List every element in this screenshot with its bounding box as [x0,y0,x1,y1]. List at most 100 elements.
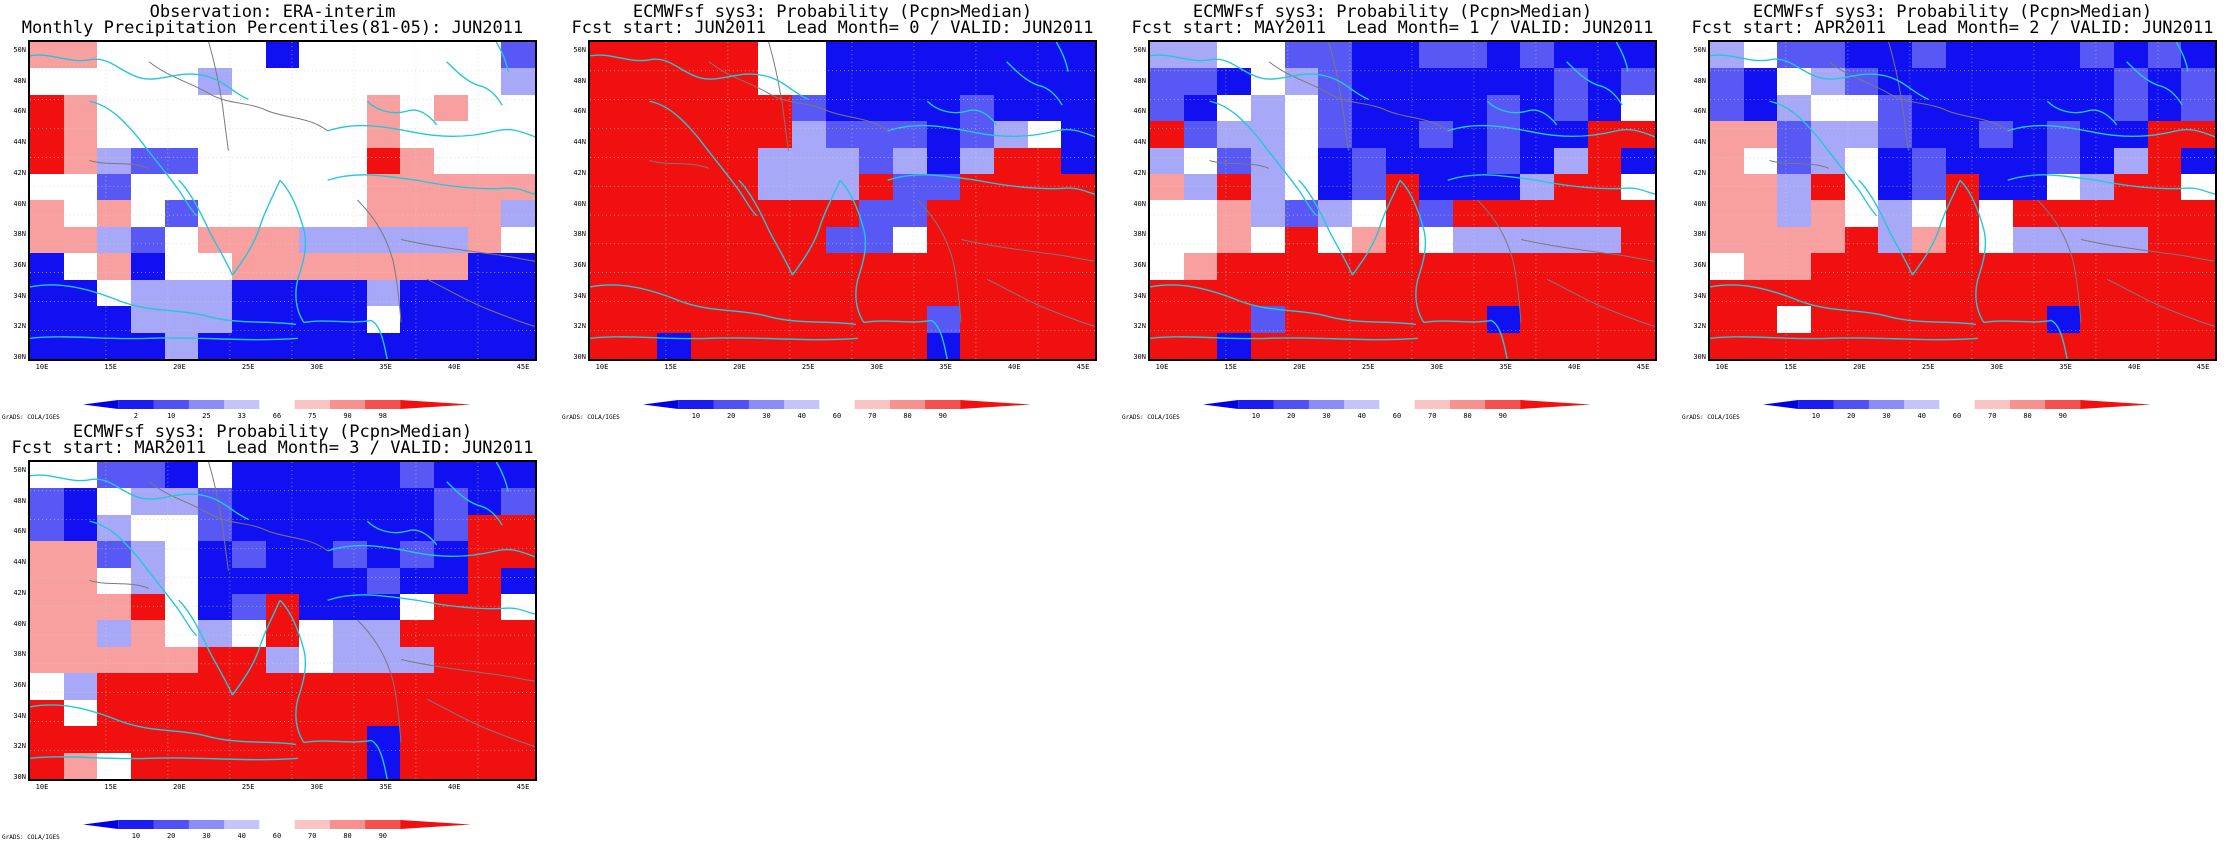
coastline [590,54,809,100]
grid-cell [1520,42,1554,69]
grid-cell [1554,121,1588,148]
longitude-label: 30E [310,363,324,371]
grid-cell [400,752,434,779]
grid-cell [198,620,232,647]
grid-cell [1453,147,1487,175]
grid-cell [164,147,199,175]
longitude-label: 35E [939,363,952,371]
grid-cell [30,226,64,254]
longitude-label: 10E [35,363,49,371]
grid-cell [1284,332,1319,359]
longitude-label: 45E [516,363,530,371]
coastline [89,520,198,637]
grid-cell [232,462,266,489]
grid-cell [859,332,893,359]
grid-cell [1811,226,1845,254]
latitude-label: 44N [1693,138,1706,147]
grid-cell [198,42,232,69]
grid-cell [366,42,401,69]
longitude-label: 15E [104,783,118,791]
grid-cell [1743,121,1778,148]
grid-cell [467,94,502,122]
colorbar-segment [224,400,260,409]
colorbar-segment [1308,400,1345,409]
grid-cell [1284,94,1319,122]
grid-cell [30,673,64,700]
grid-cell [1453,174,1487,201]
grid-cell [366,514,401,542]
colorbar-arrow-low [643,400,679,409]
colorbar-segment [1273,400,1310,409]
grid-cell [994,253,1028,280]
grid-cell [366,594,401,621]
panel-title: ECMWFsf sys3: Probability (Pcpn>Median) [1192,2,1593,22]
grid-cell [467,752,502,779]
grid-cell [299,306,333,333]
grid-cell [1621,306,1655,333]
grads-credit: GrADS: COLA/IGES [2,414,60,421]
grid-cell [501,673,535,700]
latitude-label: 42N [13,168,26,177]
grid-cell [657,121,691,148]
grid-cell [1027,94,1062,122]
country-border [89,580,150,589]
grid-cell [366,488,401,515]
grid-cell [960,279,994,307]
country-border [267,110,328,132]
grid-cell [501,200,535,227]
grid-cell [467,594,502,621]
grid-cell [333,514,367,542]
grid-cell [97,567,131,595]
grid-cell [198,646,232,674]
grid-cell [299,253,333,280]
coastline [839,179,867,323]
grid-cell [1486,68,1521,95]
grid-cell [1878,200,1912,227]
coastline [1150,54,1369,100]
grid-cell [1352,174,1386,201]
colorbar-label: 2 [133,412,139,420]
grid-cell [1352,332,1386,359]
grid-cell [1453,200,1487,227]
grid-cell [265,620,300,647]
longitude-label: 25E [241,783,255,791]
grid-cell [400,306,434,333]
grid-cell [1419,306,1453,333]
longitude-label: 30E [870,363,884,371]
colorbar-label: 10 [691,412,701,420]
grid-cell [1251,174,1285,201]
grid-cell [825,332,860,359]
grid-cell [30,253,64,280]
grid-cell [131,253,165,280]
panel-title: ECMWFsf sys3: Probability (Pcpn>Median) [1752,2,2153,22]
country-border [960,239,1095,262]
colorbar-segment [259,820,296,829]
coastline [327,594,535,615]
grid-cell [164,567,199,595]
colorbar-segment [294,400,331,409]
grid-cell [2147,279,2182,307]
panel-title: ECMWFsf sys3: Probability (Pcpn>Median) [632,2,1033,22]
grid-cell [131,147,165,175]
grid-cell [1027,306,1062,333]
longitude-label: 15E [104,363,118,371]
grid-cell [1318,200,1352,227]
grid-cell [1027,42,1062,69]
grid-cell [63,42,98,69]
grid-cell [97,462,131,489]
colorbar-label: 40 [237,832,246,840]
coastline-overlay [30,462,535,779]
grid-cell [299,726,333,753]
grid-cell [926,174,961,201]
grid-cell [63,121,98,148]
colorbar-segment [854,400,891,409]
grid-cell [1027,332,1062,359]
longitude-label: 45E [516,783,530,791]
grid-cell [63,94,98,122]
grid-cell [2013,306,2047,333]
grid-cell [792,332,826,359]
grid-cell [1743,306,1778,333]
grid-cell [467,567,502,595]
grid-cell [691,42,725,69]
grid-cell [691,279,725,307]
